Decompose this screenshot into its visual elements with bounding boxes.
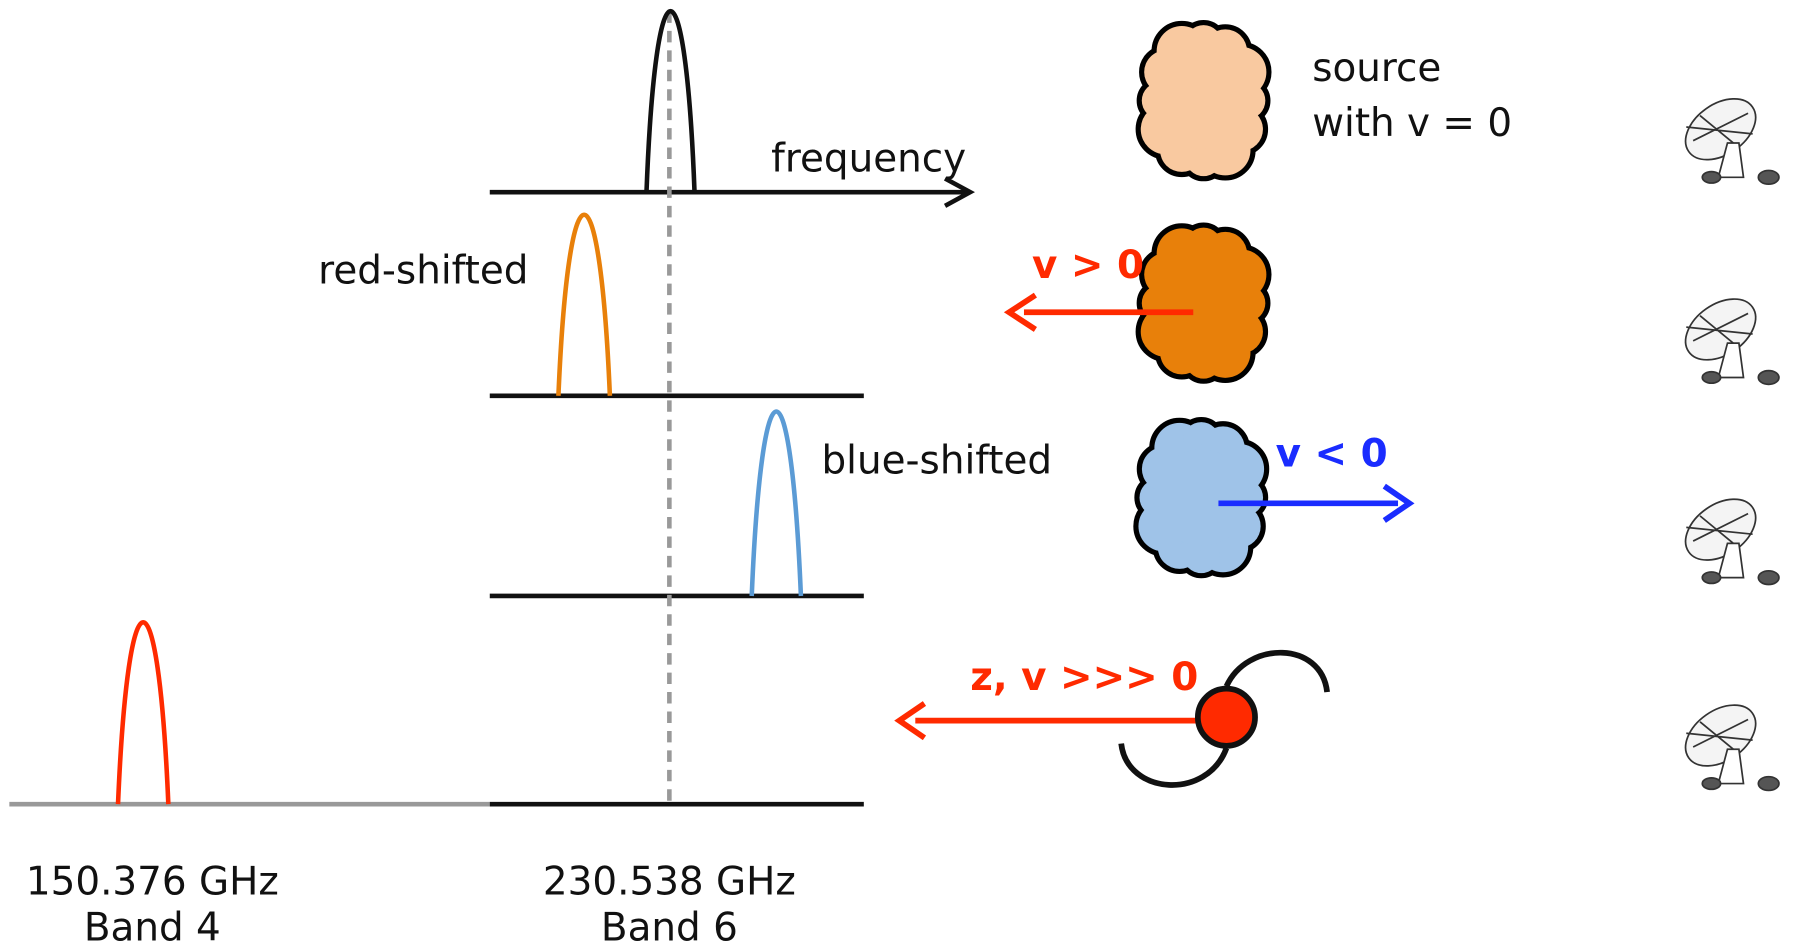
dish — [1684, 704, 1757, 767]
arrow-head — [894, 701, 927, 741]
mount — [1717, 142, 1745, 179]
source-label: with v = 0 — [1312, 101, 1512, 146]
velocity-label: v < 0 — [1276, 432, 1388, 477]
axis-label: frequency — [771, 137, 966, 182]
peak — [644, 9, 697, 193]
dish — [1684, 498, 1757, 561]
rock — [1757, 775, 1780, 792]
dish — [1684, 98, 1757, 161]
peak — [556, 212, 613, 396]
peak — [749, 409, 804, 597]
cloud-fill — [1153, 449, 1250, 546]
spectrum-label: blue-shifted — [822, 439, 1053, 484]
axis-arrow — [943, 176, 975, 208]
band-frequency: 150.376 GHz — [26, 860, 279, 905]
rock — [1757, 369, 1780, 386]
arrow-head — [1382, 483, 1415, 523]
rock — [1701, 370, 1722, 385]
band-name: Band 6 — [601, 905, 738, 946]
band-frequency: 230.538 GHz — [543, 860, 796, 905]
rock — [1701, 776, 1722, 791]
mount — [1717, 748, 1745, 785]
cloud — [1133, 416, 1270, 579]
cloud — [1135, 20, 1272, 182]
mount — [1717, 542, 1745, 579]
telescope — [1684, 98, 1780, 186]
cloud — [1135, 222, 1272, 384]
rock — [1757, 569, 1780, 586]
telescope — [1684, 298, 1780, 386]
cloud-fill — [1155, 255, 1252, 352]
arrow-head — [1003, 292, 1037, 332]
rock — [1757, 169, 1780, 186]
galaxy-arm — [1223, 649, 1330, 693]
cloud-fill — [1155, 52, 1252, 149]
spectrum-label: red-shifted — [318, 249, 528, 294]
velocity-label: z, v >>> 0 — [970, 655, 1198, 700]
galaxy-arm — [1118, 743, 1230, 788]
telescope — [1684, 498, 1780, 586]
source-label: source — [1312, 46, 1441, 91]
mount — [1717, 342, 1745, 379]
galaxy-core — [1194, 685, 1258, 749]
band-name: Band 4 — [84, 905, 221, 946]
velocity-label: v > 0 — [1032, 243, 1144, 288]
rock — [1701, 170, 1722, 184]
telescope — [1684, 704, 1780, 792]
rock — [1701, 571, 1722, 585]
peak — [115, 620, 171, 805]
dish — [1684, 298, 1757, 361]
